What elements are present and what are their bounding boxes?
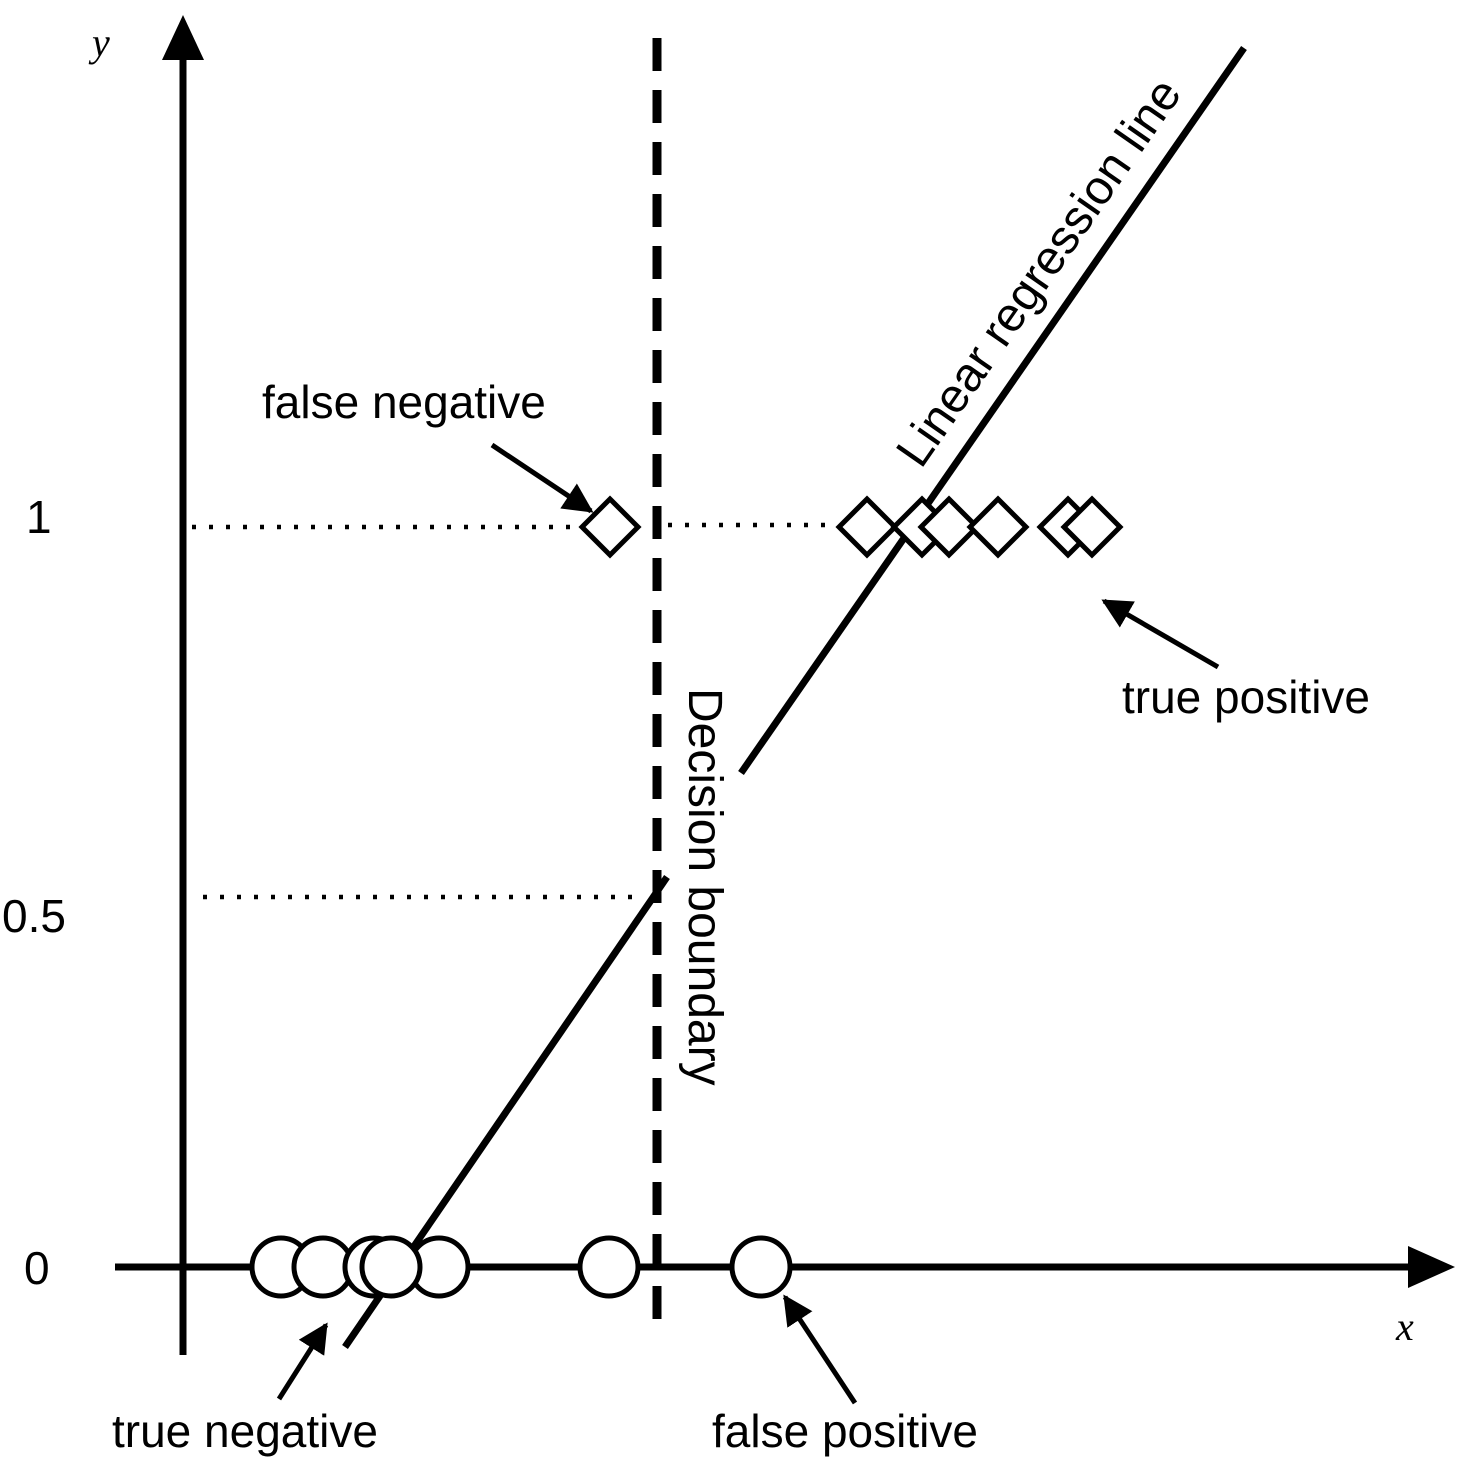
true-positive-arrow — [1101, 598, 1220, 670]
true-negative-arrow — [276, 1322, 329, 1401]
circle-point-false-positive — [729, 1235, 793, 1299]
false-positive-label: false positive — [712, 1405, 978, 1457]
annotation-arrows — [276, 442, 1220, 1405]
diamond-point — [835, 495, 899, 559]
diamond-point — [1060, 495, 1124, 559]
y-axis-arrowhead — [162, 15, 204, 60]
decision-boundary-label: Decision boundary — [678, 688, 731, 1086]
x-axis-arrowhead — [1408, 1246, 1455, 1288]
diamond-point — [917, 495, 981, 559]
y-axis-label: y — [88, 20, 110, 65]
class-0-points — [249, 1235, 793, 1299]
circle-point — [359, 1235, 423, 1299]
y-tick-label-0-5: 0.5 — [2, 890, 66, 942]
diamond-point — [966, 495, 1030, 559]
y-tick-label-0: 0 — [24, 1242, 50, 1294]
linear-regression-label: Linear regression line — [887, 69, 1192, 476]
true-positive-label: true positive — [1122, 671, 1370, 723]
linear-regression-line — [342, 46, 1247, 1349]
y-axis — [162, 15, 204, 1355]
class-1-points — [578, 495, 1124, 559]
false-positive-arrow — [782, 1294, 858, 1405]
diamond-point-false-negative — [578, 495, 642, 559]
circle-point — [577, 1235, 641, 1299]
true-negative-label: true negative — [112, 1405, 378, 1457]
x-axis-label: x — [1395, 1304, 1414, 1349]
false-negative-arrow — [490, 442, 594, 514]
false-negative-label: false negative — [262, 376, 546, 428]
y-tick-label-1: 1 — [26, 491, 52, 543]
